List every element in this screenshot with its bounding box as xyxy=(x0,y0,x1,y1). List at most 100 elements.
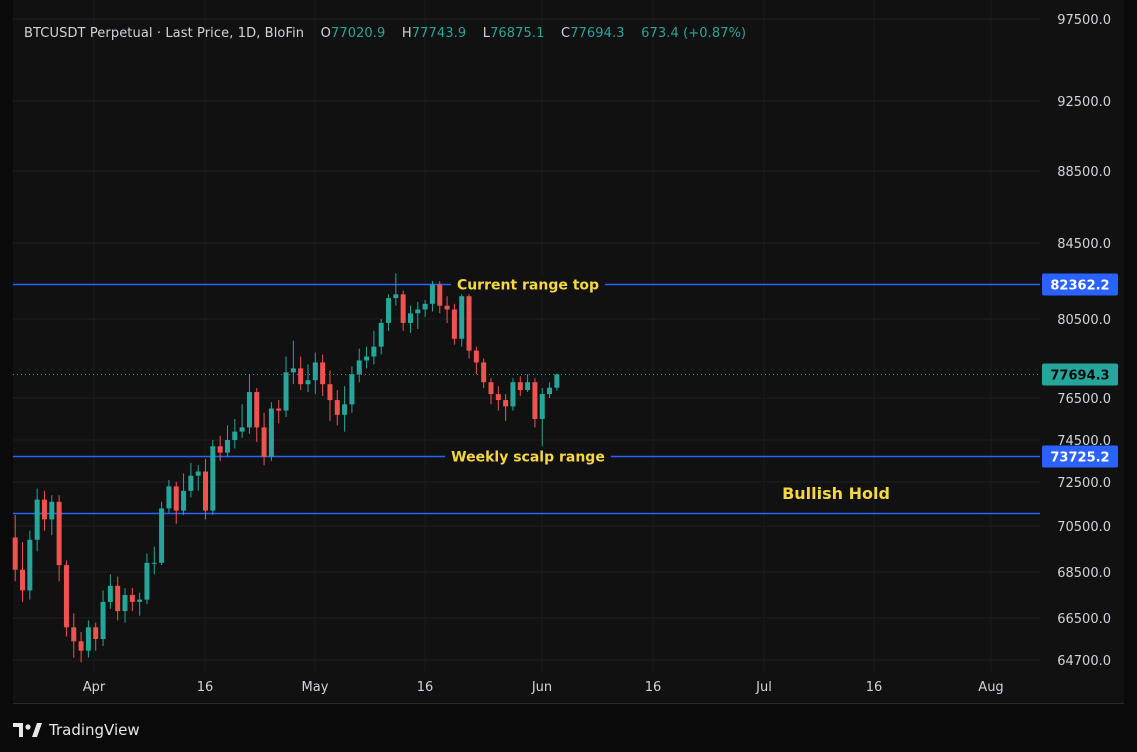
interval-label[interactable]: 1D xyxy=(237,26,257,41)
candle[interactable] xyxy=(517,376,523,397)
candle[interactable] xyxy=(473,346,479,375)
candle-body xyxy=(246,392,252,428)
candle[interactable] xyxy=(181,473,187,515)
candle[interactable] xyxy=(371,330,377,365)
level-annotation-label[interactable]: Current range top xyxy=(457,278,599,294)
annotations[interactable]: Bullish Hold xyxy=(782,484,890,503)
candle[interactable] xyxy=(547,382,553,398)
candle[interactable] xyxy=(71,613,77,658)
tradingview-brand[interactable]: TradingView xyxy=(13,717,140,743)
horizontal-levels[interactable]: Current range top Weekly scalp range xyxy=(13,275,1040,515)
candle-body xyxy=(173,486,179,511)
candle[interactable] xyxy=(320,354,326,397)
candle[interactable] xyxy=(159,501,165,566)
candle-body xyxy=(349,374,355,405)
candle[interactable] xyxy=(327,370,333,422)
candle[interactable] xyxy=(239,404,245,438)
candle[interactable] xyxy=(224,425,230,457)
candle[interactable] xyxy=(41,490,47,531)
chart-panel[interactable] xyxy=(13,0,1124,704)
candle[interactable] xyxy=(151,546,157,575)
candle[interactable] xyxy=(195,465,201,491)
candle[interactable] xyxy=(290,340,296,385)
time-axis[interactable]: Apr 16 May 16 Jun 16 Jul 16 Aug xyxy=(83,680,1004,695)
candle[interactable] xyxy=(268,402,274,461)
candle[interactable] xyxy=(122,588,128,623)
candle[interactable] xyxy=(393,273,399,306)
candle-body xyxy=(334,400,340,415)
candle[interactable] xyxy=(137,592,143,616)
price-axis[interactable]: 97500.0 92500.0 88500.0 84500.0 80500.0 76500… xyxy=(1057,13,1111,669)
current-price-badge-text: 77694.3 xyxy=(1050,369,1109,384)
candle[interactable] xyxy=(261,412,267,466)
candle[interactable] xyxy=(312,352,318,395)
candle[interactable] xyxy=(554,373,560,391)
candle[interactable] xyxy=(466,294,472,359)
candle[interactable] xyxy=(20,542,26,602)
candle[interactable] xyxy=(503,394,509,422)
level-price-badge xyxy=(1042,445,1118,468)
candle[interactable] xyxy=(415,301,421,329)
candle[interactable] xyxy=(115,576,121,621)
candle[interactable] xyxy=(539,388,545,447)
candle[interactable] xyxy=(356,348,362,383)
candle[interactable] xyxy=(78,632,84,663)
candle[interactable] xyxy=(334,390,340,426)
candle[interactable] xyxy=(532,378,538,428)
candle[interactable] xyxy=(488,378,494,405)
candle[interactable] xyxy=(349,366,355,413)
candle[interactable] xyxy=(100,590,106,646)
candle[interactable] xyxy=(481,358,487,389)
candle[interactable] xyxy=(12,515,18,582)
candle[interactable] xyxy=(254,388,260,443)
candle[interactable] xyxy=(386,294,392,331)
candle[interactable] xyxy=(305,364,311,393)
candle-body xyxy=(276,408,282,411)
candle-body xyxy=(444,305,450,310)
candle[interactable] xyxy=(34,488,40,552)
candle[interactable] xyxy=(342,386,348,432)
candle[interactable] xyxy=(217,435,223,461)
candle[interactable] xyxy=(400,290,406,331)
candle[interactable] xyxy=(188,463,194,498)
level-annotation-label[interactable]: Weekly scalp range xyxy=(451,450,605,466)
candle[interactable] xyxy=(422,300,428,318)
candle-body xyxy=(78,641,84,651)
candle[interactable] xyxy=(166,479,172,513)
bullish-hold-annotation[interactable]: Bullish Hold xyxy=(782,484,890,503)
candle[interactable] xyxy=(510,378,516,411)
candle[interactable] xyxy=(129,588,135,612)
candle[interactable] xyxy=(144,553,150,605)
candle[interactable] xyxy=(93,622,99,651)
candle[interactable] xyxy=(378,319,384,355)
candle[interactable] xyxy=(364,346,370,369)
candle[interactable] xyxy=(444,296,450,323)
candle[interactable] xyxy=(63,560,69,637)
candlesticks[interactable] xyxy=(12,273,560,663)
candle[interactable] xyxy=(85,620,91,658)
candle[interactable] xyxy=(232,419,238,449)
candle[interactable] xyxy=(49,495,55,536)
candle[interactable] xyxy=(298,356,304,391)
candle[interactable] xyxy=(429,281,435,312)
price-tick-label: 68500.0 xyxy=(1057,566,1111,581)
candle[interactable] xyxy=(276,400,282,424)
candle[interactable] xyxy=(283,356,289,417)
candle[interactable] xyxy=(495,386,501,411)
brand-text: TradingView xyxy=(49,721,140,739)
candle[interactable] xyxy=(173,482,179,524)
candle[interactable] xyxy=(437,281,443,314)
candle[interactable] xyxy=(407,305,413,333)
candle[interactable] xyxy=(210,440,216,515)
symbol-name[interactable]: BTCUSDT Perpetual xyxy=(24,26,153,41)
candle[interactable] xyxy=(56,495,62,582)
candle[interactable] xyxy=(451,303,457,345)
candle[interactable] xyxy=(459,294,465,347)
candle[interactable] xyxy=(246,374,252,434)
candle[interactable] xyxy=(203,458,209,520)
time-tick-label: May xyxy=(302,680,329,695)
candle[interactable] xyxy=(27,530,33,600)
candle[interactable] xyxy=(107,574,113,609)
candle[interactable] xyxy=(525,374,531,393)
